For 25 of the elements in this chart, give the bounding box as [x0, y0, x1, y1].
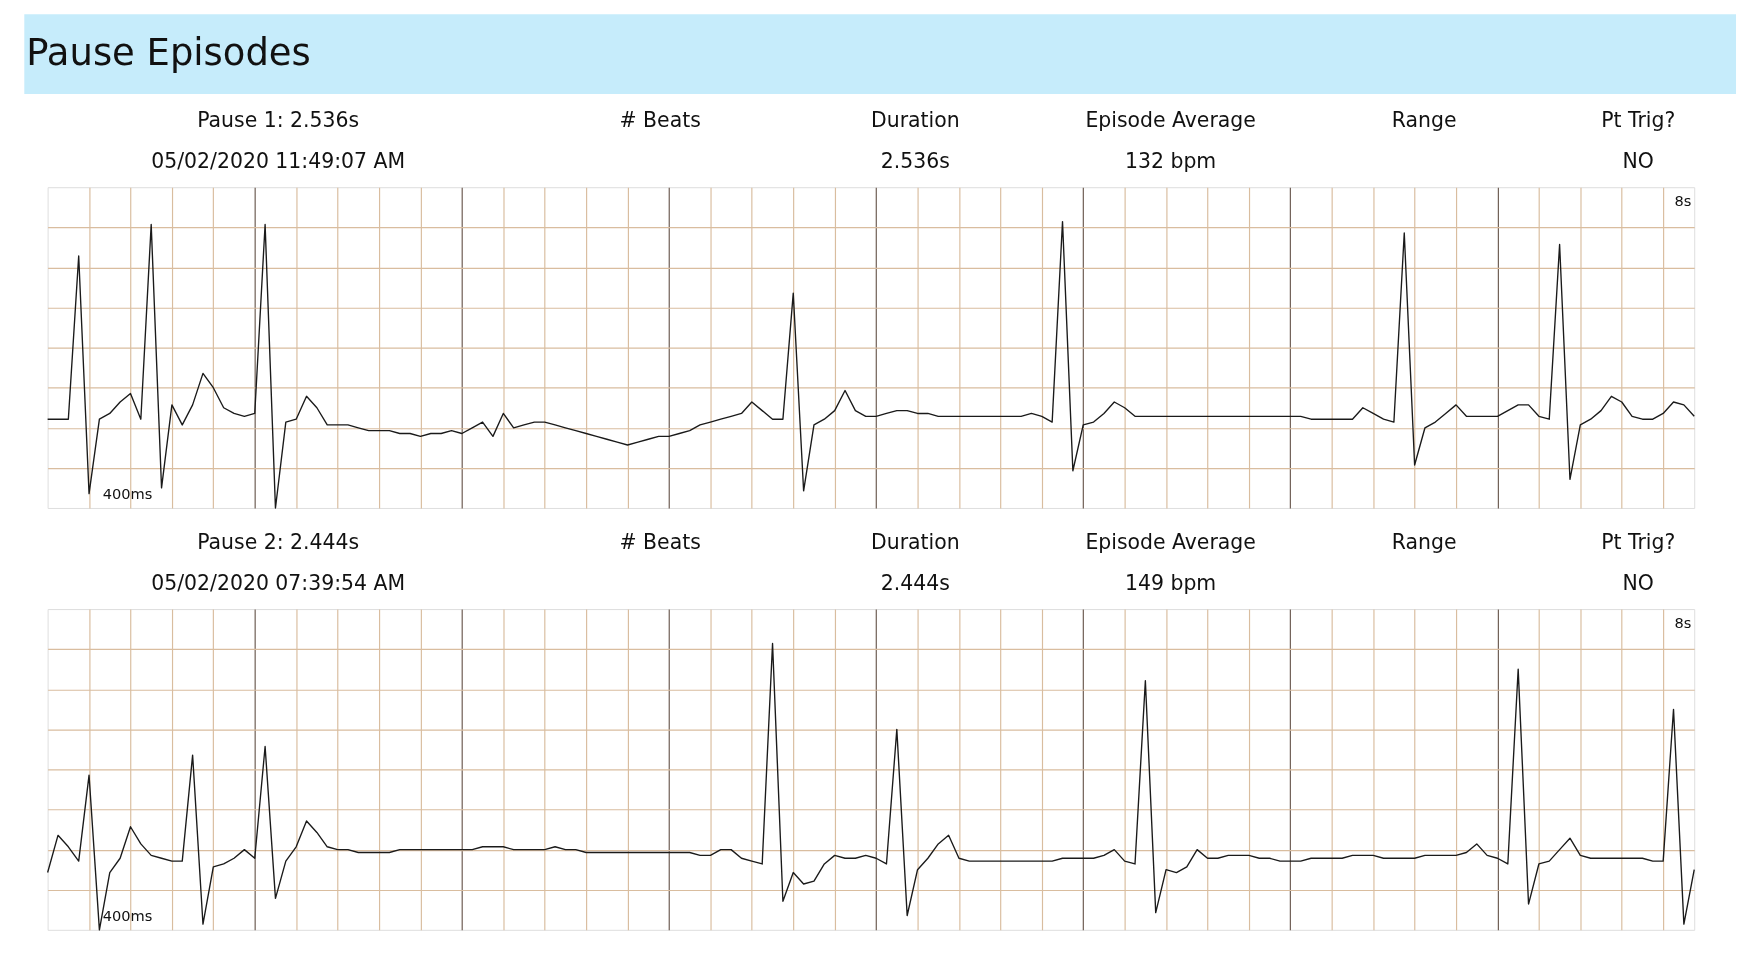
text: Duration: [871, 529, 960, 554]
text: Episode Average: [1085, 529, 1256, 554]
text: Episode Average: [1085, 107, 1256, 132]
annotation: 400ms: [102, 485, 153, 503]
text: Pt Trig?: [1601, 107, 1676, 132]
text: # Beats: [619, 107, 701, 132]
annotation: 400ms: [102, 907, 153, 925]
text: 2.444s: [880, 570, 950, 595]
text: 2.536s: [880, 148, 950, 173]
text: Duration: [871, 107, 960, 132]
text: Pause 2: 2.444s: [197, 529, 360, 554]
text: NO: [1622, 148, 1654, 173]
text: 149 bpm: [1124, 570, 1217, 595]
chart-title: Pause Episodes: [26, 30, 311, 74]
text: # Beats: [619, 529, 701, 554]
text: Range: [1391, 107, 1457, 132]
text: NO: [1622, 570, 1654, 595]
text: 8s: [1674, 613, 1692, 631]
text: 05/02/2020 07:39:54 AM: [151, 570, 406, 595]
text: 05/02/2020 11:49:07 AM: [151, 148, 406, 173]
text: 132 bpm: [1124, 148, 1217, 173]
text: Pause 1: 2.536s: [197, 107, 360, 132]
text: Range: [1391, 529, 1457, 554]
text: 8s: [1674, 191, 1692, 209]
text: Pt Trig?: [1601, 529, 1676, 554]
